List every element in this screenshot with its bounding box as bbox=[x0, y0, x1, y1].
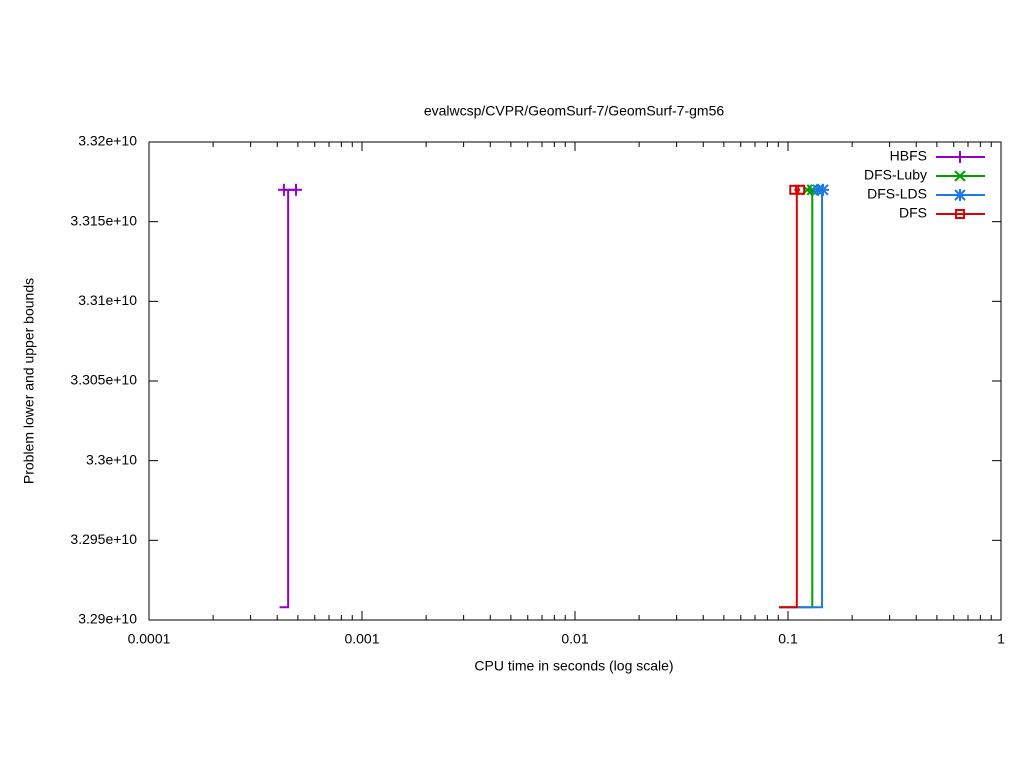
x-tick-label: 1 bbox=[997, 631, 1005, 647]
y-tick-label: 3.32e+10 bbox=[78, 133, 137, 149]
marker-stroke bbox=[795, 184, 806, 195]
y-tick-label: 3.31e+10 bbox=[78, 292, 137, 308]
point-marker bbox=[290, 183, 303, 196]
marker-stroke bbox=[789, 184, 800, 195]
point-marker bbox=[955, 209, 965, 219]
lower-bound-line bbox=[779, 189, 814, 609]
y-tick-label: 3.29e+10 bbox=[78, 611, 137, 627]
chart-title: evalwcsp/CVPR/GeomSurf-7/GeomSurf-7-gm56 bbox=[424, 103, 725, 119]
lower-bound-line bbox=[779, 189, 798, 609]
y-tick-label: 3.295e+10 bbox=[70, 531, 137, 547]
point-marker bbox=[789, 184, 800, 195]
lower-bound-line bbox=[779, 189, 824, 609]
marker-stroke bbox=[955, 209, 965, 219]
lower-bound-line bbox=[279, 189, 290, 609]
y-axis-label: Problem lower and upper bounds bbox=[21, 278, 37, 484]
point-marker bbox=[954, 170, 966, 182]
point-marker bbox=[954, 189, 966, 201]
x-tick-label: 0.1 bbox=[778, 631, 798, 647]
point-marker bbox=[954, 151, 966, 163]
point-marker bbox=[817, 183, 830, 196]
x-tick-label: 0.001 bbox=[344, 631, 379, 647]
y-tick-label: 3.315e+10 bbox=[70, 212, 137, 228]
x-tick-label: 0.0001 bbox=[128, 631, 171, 647]
legend-label: DFS bbox=[899, 205, 927, 221]
x-tick-label: 0.01 bbox=[561, 631, 588, 647]
legend-label: DFS-LDS bbox=[867, 186, 927, 202]
marker-stroke bbox=[954, 189, 966, 201]
legend-label: HBFS bbox=[890, 148, 927, 164]
y-tick-label: 3.305e+10 bbox=[70, 372, 137, 388]
plot-frame bbox=[148, 141, 1002, 621]
x-axis-label: CPU time in seconds (log scale) bbox=[474, 658, 673, 674]
point-marker bbox=[795, 184, 806, 195]
marker-stroke bbox=[817, 184, 829, 196]
point-marker bbox=[277, 183, 290, 196]
marker-stroke bbox=[954, 170, 966, 182]
legend-label: DFS-Luby bbox=[864, 167, 927, 183]
y-tick-label: 3.3e+10 bbox=[86, 451, 137, 467]
